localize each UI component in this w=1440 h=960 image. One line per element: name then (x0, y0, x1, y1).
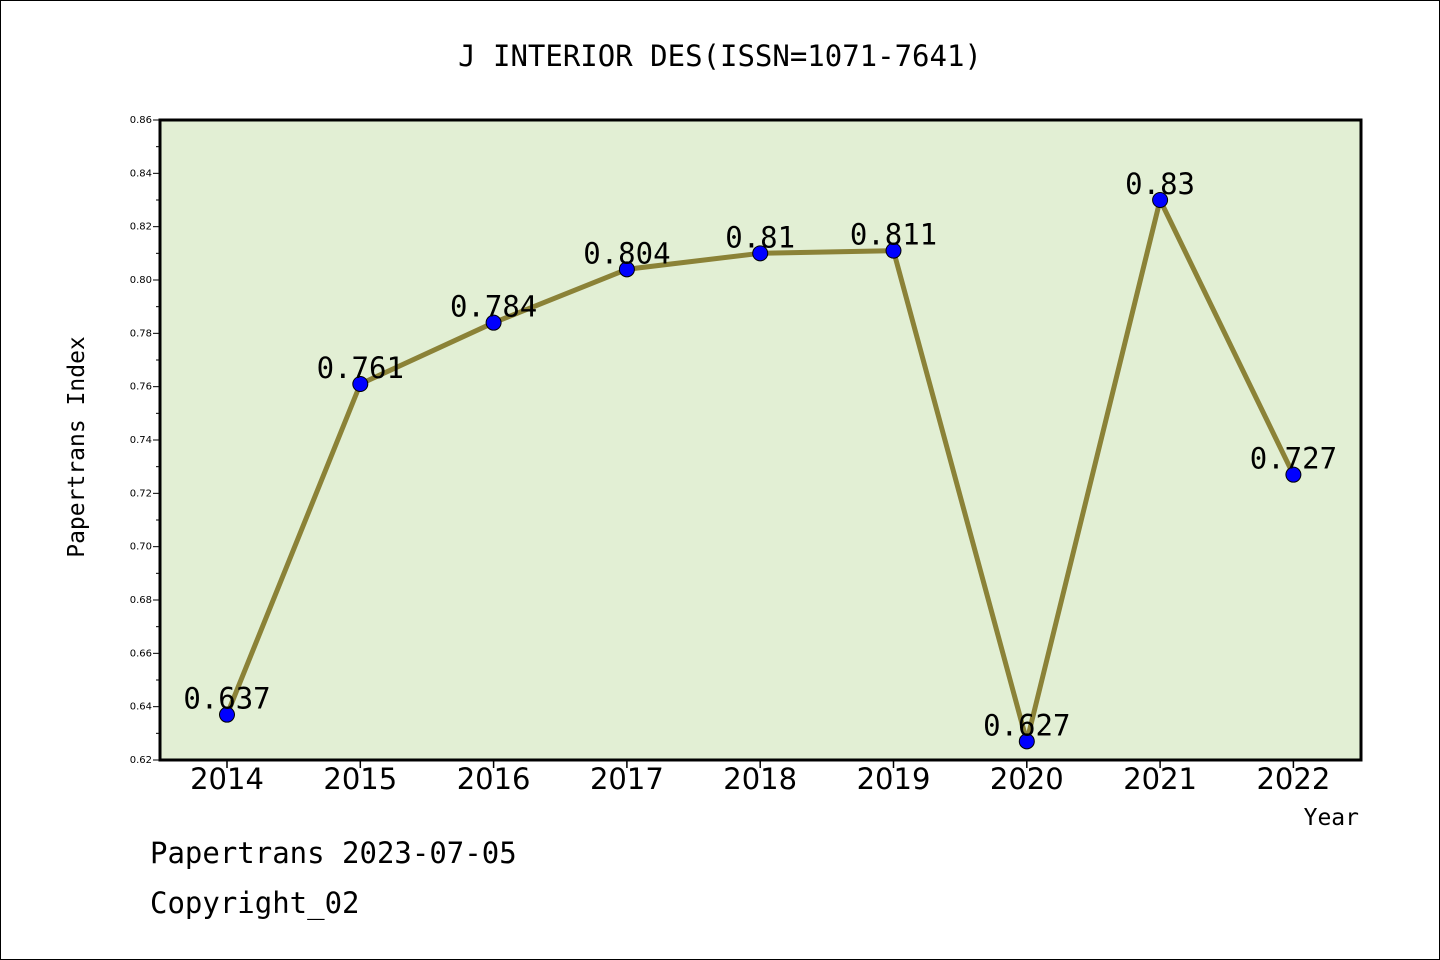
footer-source: Papertrans 2023-07-05 (150, 836, 517, 870)
x-tick-label: 2018 (723, 762, 797, 796)
plot-border (158, 118, 1363, 762)
data-point (485, 314, 502, 331)
plot-area (160, 120, 1361, 760)
y-tick-label: 0.76 (130, 382, 152, 393)
x-axis-label: Year (1304, 805, 1359, 831)
data-label: 0.811 (850, 218, 937, 252)
y-tick-label: 0.70 (130, 542, 152, 553)
footer-copyright: Copyright_02 (150, 886, 360, 920)
y-tick-label: 0.72 (130, 488, 152, 499)
data-labels-group: 0.637 0.761 0.784 0.804 0.81 0.811 0.627 0.83 0.… (183, 167, 1337, 742)
data-point (618, 261, 635, 278)
data-point (752, 245, 769, 262)
x-tick-label: 2016 (457, 762, 531, 796)
data-point (1152, 192, 1169, 208)
y-tick-label: 0.86 (130, 115, 152, 126)
x-tick-label: 2015 (323, 762, 397, 796)
data-point (885, 242, 902, 259)
y-tick-label: 0.82 (130, 222, 152, 233)
data-label: 0.784 (450, 290, 537, 324)
data-point (352, 376, 369, 392)
series-points-group (219, 192, 1302, 750)
y-tick-label: 0.80 (130, 275, 152, 286)
x-tick-label: 2014 (190, 762, 264, 796)
data-label: 0.627 (983, 708, 1070, 742)
data-label: 0.727 (1250, 442, 1337, 476)
y-tick-label: 0.74 (130, 435, 152, 446)
y-tick-label: 0.84 (130, 168, 152, 179)
data-label: 0.83 (1125, 167, 1195, 201)
x-tick-label: 2017 (590, 762, 664, 796)
data-label: 0.81 (725, 220, 795, 254)
data-label: 0.804 (583, 236, 670, 270)
x-axis: 2014 2015 2016 2017 2018 2019 2020 2021 2022 (190, 760, 1330, 796)
y-tick-label: 0.62 (130, 755, 152, 766)
data-point (219, 706, 235, 723)
data-point (1285, 466, 1302, 483)
data-label: 0.637 (183, 682, 270, 716)
y-tick-label: 0.78 (130, 328, 152, 339)
y-tick-label: 0.64 (130, 702, 152, 713)
x-tick-label: 2021 (1123, 762, 1197, 796)
x-tick-label: 2020 (990, 762, 1064, 796)
y-tick-label: 0.68 (130, 595, 152, 606)
chart-title: J INTERIOR DES(ISSN=1071-7641) (458, 39, 982, 73)
x-tick-label: 2019 (857, 762, 931, 796)
data-label: 0.761 (317, 351, 404, 385)
y-axis-label: Papertrans Index (64, 336, 90, 558)
x-tick-label: 2022 (1256, 762, 1330, 796)
y-tick-label: 0.66 (130, 648, 152, 659)
data-point (1018, 733, 1035, 750)
y-axis: 0.62 0.64 0.66 0.68 0.70 0.72 0.74 0.76 0.78 0.80… (130, 115, 160, 766)
